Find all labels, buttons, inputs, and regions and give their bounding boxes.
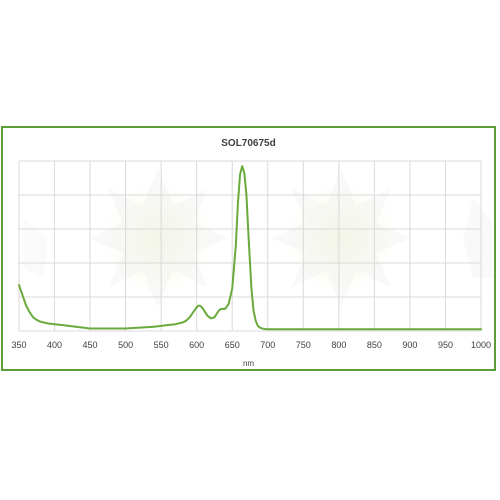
series-point xyxy=(239,174,241,176)
series-point xyxy=(198,304,200,307)
series-point xyxy=(210,317,212,319)
x-tick-label: 450 xyxy=(83,340,98,350)
series-point xyxy=(206,315,208,317)
series-point xyxy=(480,328,482,330)
series-point xyxy=(261,327,263,330)
chart-title: SOL70675d xyxy=(221,138,275,149)
series-point xyxy=(160,325,162,327)
series-point xyxy=(267,328,269,330)
chart-frame: SOL70675d 350 400 450 500 550 600 650 700 750 800… xyxy=(1,126,496,371)
x-tick-label: 400 xyxy=(47,340,62,350)
series-line xyxy=(18,165,482,331)
x-tick-label: 750 xyxy=(296,340,311,350)
series-point xyxy=(220,308,222,310)
x-tick-label: 700 xyxy=(260,340,275,350)
series-point xyxy=(243,172,245,174)
series-point xyxy=(110,327,112,330)
x-tick-label: 1000 xyxy=(471,340,491,350)
series-point xyxy=(270,328,272,330)
series-point xyxy=(249,262,251,264)
series-point xyxy=(373,328,375,330)
chart-svg: SOL70675d 350 400 450 500 550 600 650 700 750 800… xyxy=(11,138,493,368)
series-point xyxy=(103,327,105,330)
series-point xyxy=(237,202,239,205)
series-point xyxy=(53,323,56,325)
x-tick-label: 950 xyxy=(438,340,453,350)
series-point xyxy=(75,326,77,328)
series-point xyxy=(228,303,230,305)
series-point xyxy=(32,316,34,318)
x-tick-label: 550 xyxy=(154,340,169,350)
series-point xyxy=(89,327,91,330)
series-point xyxy=(174,323,176,325)
series-point xyxy=(68,325,70,327)
series-point xyxy=(288,328,290,330)
series-point xyxy=(231,287,233,290)
series-point xyxy=(202,308,204,310)
x-axis-label: nm xyxy=(243,359,254,368)
series-point xyxy=(222,308,224,310)
series-point xyxy=(153,326,155,328)
series-point xyxy=(241,165,243,167)
series-point xyxy=(96,327,98,330)
x-tick-label: 650 xyxy=(225,340,240,350)
series-point xyxy=(259,327,261,329)
series-point xyxy=(252,310,255,312)
series-point xyxy=(257,325,259,327)
series-point xyxy=(125,327,127,330)
series-point xyxy=(444,328,447,330)
series-point xyxy=(224,308,226,310)
series-point xyxy=(82,327,84,329)
series-point xyxy=(36,319,38,321)
series-point xyxy=(200,305,202,307)
series-point xyxy=(167,324,169,326)
series-point xyxy=(215,313,218,315)
series-point xyxy=(21,294,24,296)
series-point xyxy=(245,194,248,196)
series-point xyxy=(235,245,237,247)
series-point xyxy=(181,321,184,324)
series-point xyxy=(281,328,283,330)
series-point xyxy=(61,324,63,326)
x-tick-label: 850 xyxy=(367,340,382,350)
x-tick-label: 500 xyxy=(118,340,133,350)
series-point xyxy=(338,328,340,330)
sun-watermark xyxy=(23,168,493,308)
x-tick-label: 900 xyxy=(402,340,417,350)
series-point xyxy=(39,321,41,323)
series-point xyxy=(192,311,194,313)
series-point xyxy=(46,322,49,324)
series-point xyxy=(302,328,304,330)
series-point xyxy=(409,328,411,330)
series-point xyxy=(213,316,216,318)
series-point xyxy=(196,306,198,308)
x-tick-labels: 350 400 450 500 550 600 650 700 750 800 850 900 950 1… xyxy=(11,340,491,350)
series-points xyxy=(18,165,482,330)
series-point xyxy=(247,236,250,239)
series-point xyxy=(274,328,276,330)
series-point xyxy=(255,320,257,322)
grid-layer xyxy=(18,160,482,332)
series-point xyxy=(250,287,253,290)
series-point xyxy=(139,327,141,329)
x-tick-label: 600 xyxy=(189,340,204,350)
series-point xyxy=(18,284,20,286)
series-point xyxy=(263,328,265,330)
series-point xyxy=(188,316,191,318)
series-point xyxy=(29,311,31,313)
series-point xyxy=(25,304,27,307)
series-point xyxy=(204,311,206,313)
x-tick-label: 800 xyxy=(331,340,346,350)
series-point xyxy=(218,310,220,312)
x-tick-label: 350 xyxy=(11,340,26,350)
series-point xyxy=(185,320,187,322)
